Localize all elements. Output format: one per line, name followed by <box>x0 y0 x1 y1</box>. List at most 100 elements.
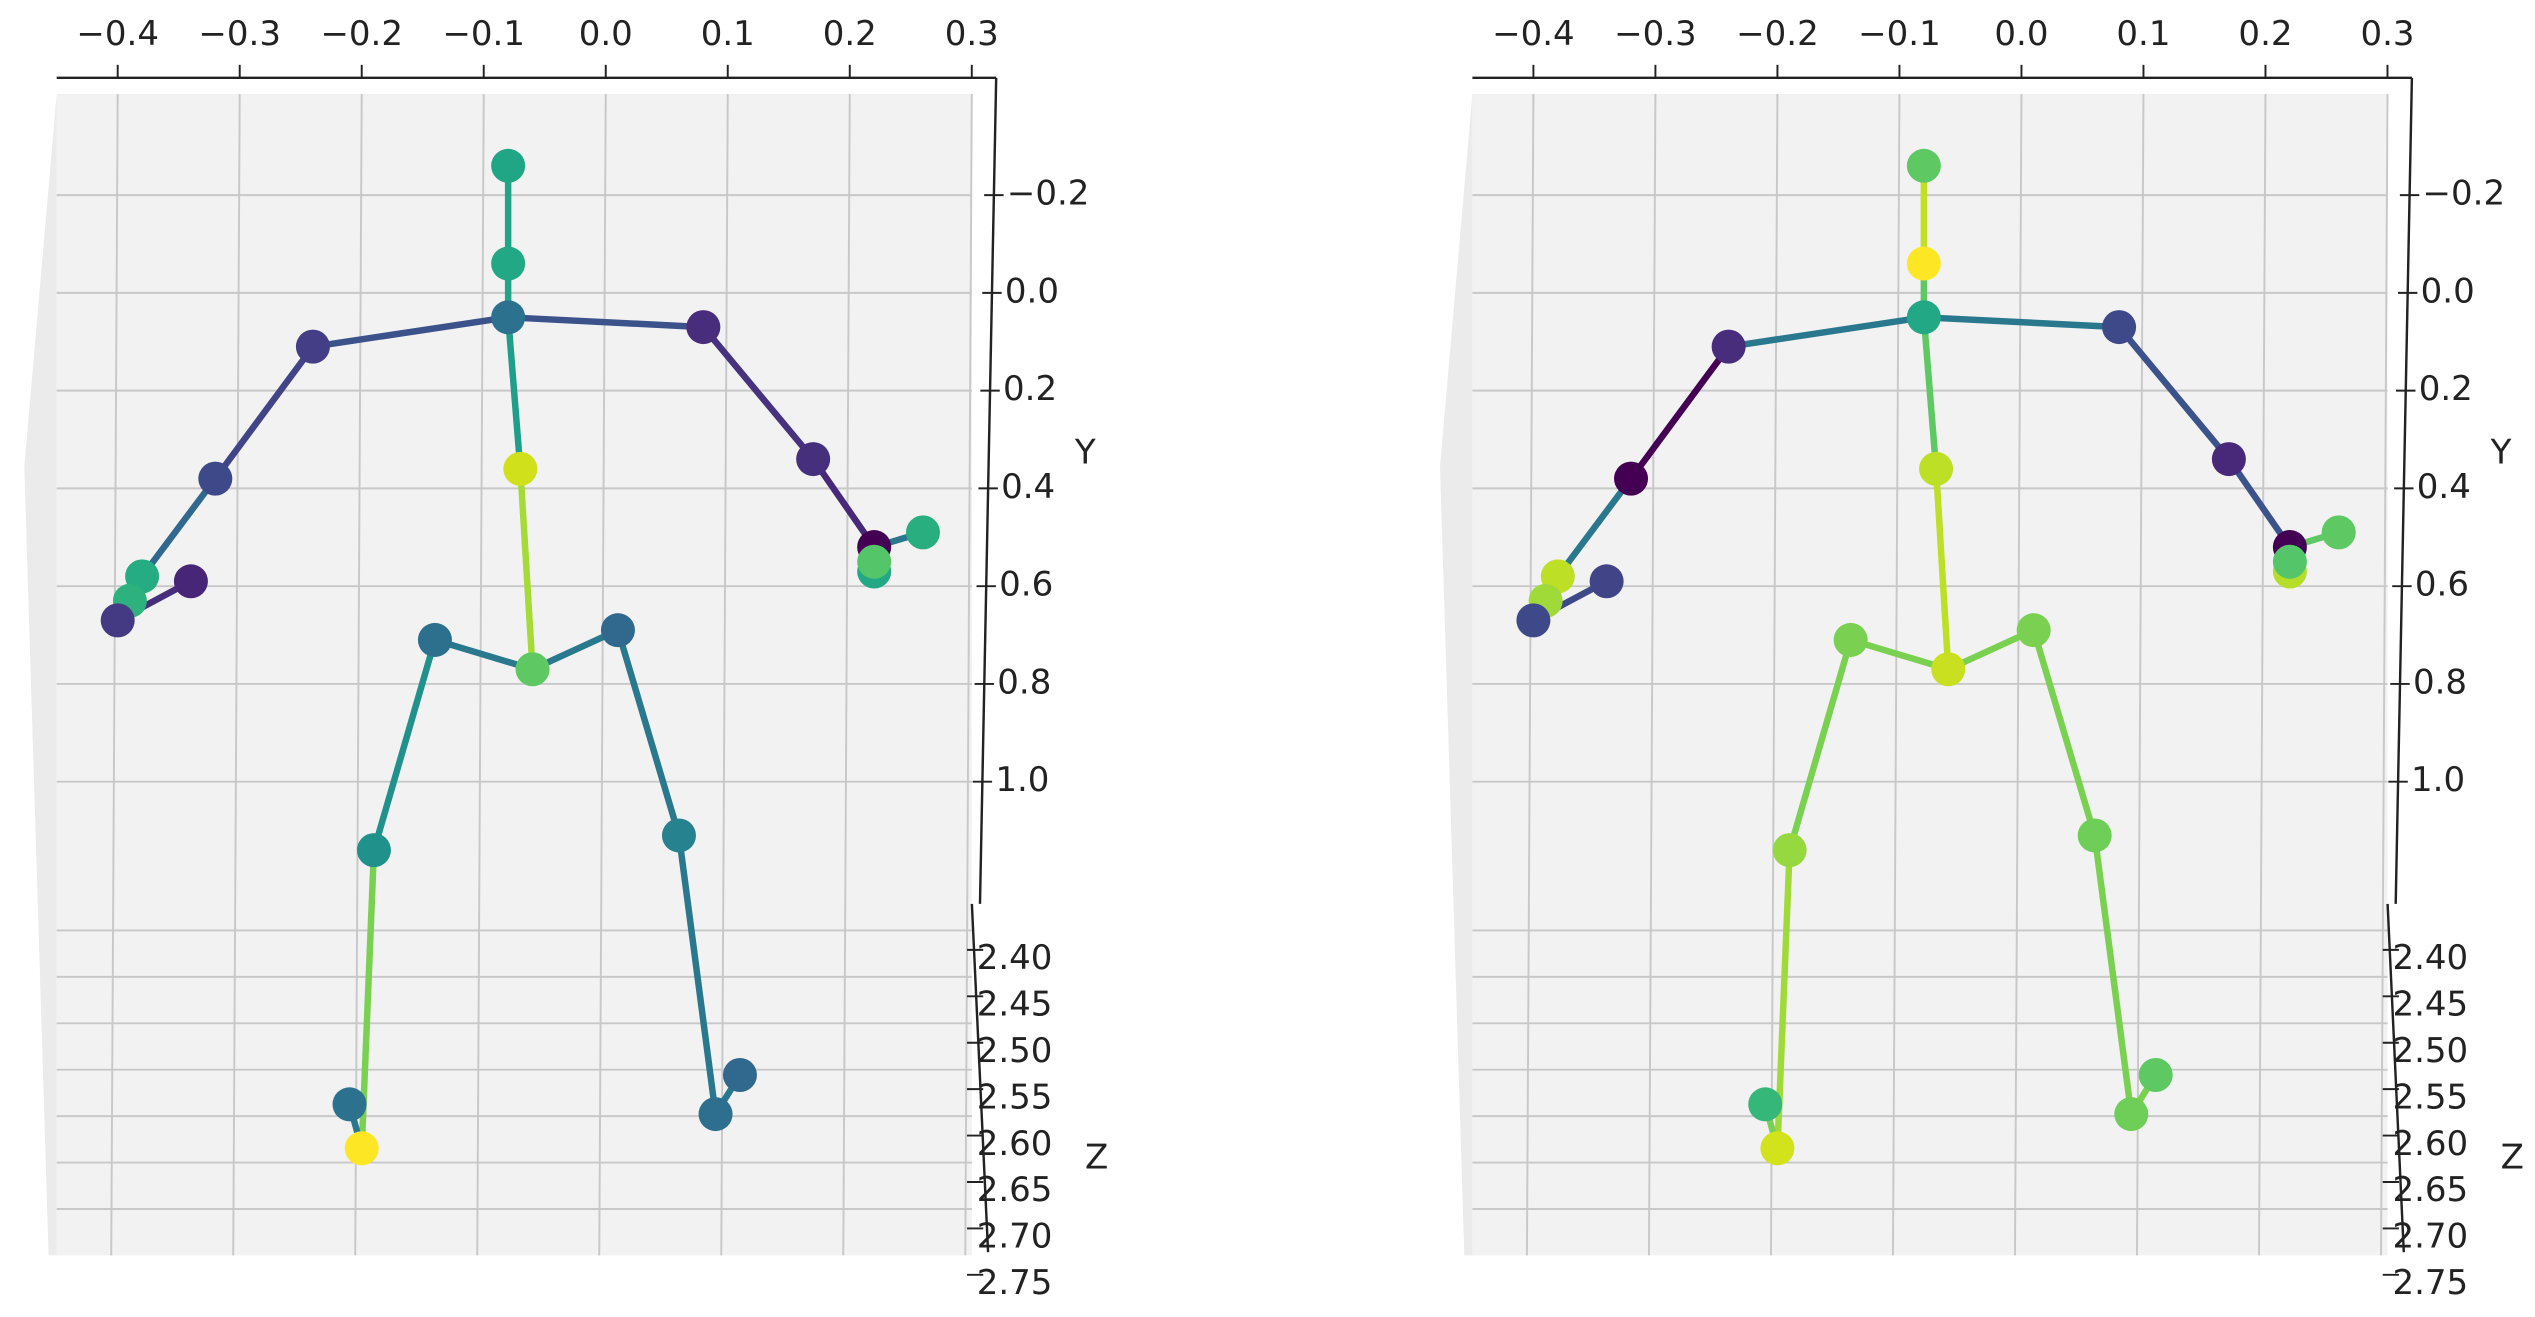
bone <box>1932 465 1952 673</box>
grid-line <box>598 93 607 1256</box>
joint <box>515 652 550 687</box>
bone <box>1920 314 2123 331</box>
y-tick-label: 1.0 <box>2411 760 2465 800</box>
x-tick-label: −0.2 <box>1736 14 1819 54</box>
z-axis-label: Z <box>2501 1138 2524 1178</box>
y-tick-label: −0.2 <box>1007 174 1090 214</box>
joint <box>2272 544 2307 579</box>
y-axis-label: Y <box>1074 433 1096 473</box>
y-tick-label: 0.4 <box>1001 467 1055 507</box>
joint <box>1833 622 1868 657</box>
joint <box>1711 329 1746 364</box>
x-tick-label: −0.2 <box>320 14 403 54</box>
z-axis-label: Z <box>1085 1138 1108 1178</box>
bone <box>1920 314 1940 473</box>
x-tick-label: 0.3 <box>2360 14 2414 54</box>
joint <box>905 515 940 550</box>
joint <box>417 622 452 657</box>
x-tick-label: 0.3 <box>945 14 999 54</box>
y-tick-label: −0.2 <box>2423 174 2506 214</box>
x-tick-label: 0.2 <box>823 14 877 54</box>
y-tick-label: 0.4 <box>2417 467 2471 507</box>
joint <box>1772 833 1807 868</box>
joint <box>2114 1097 2149 1132</box>
y-tick-label: 1.0 <box>995 760 1049 800</box>
joint <box>2102 310 2137 345</box>
z-tick-label: 2.45 <box>977 985 1053 1025</box>
joint <box>1919 451 1954 486</box>
x-tick-label: −0.3 <box>198 14 281 54</box>
x-tick-label: 0.0 <box>1994 14 2048 54</box>
z-tick-label: 2.70 <box>2392 1217 2468 1257</box>
joint <box>686 310 721 345</box>
grid-line <box>2380 93 2389 1256</box>
joint <box>1589 564 1624 599</box>
z-tick-label: 2.55 <box>2392 1077 2468 1117</box>
panel: −0.4 −0.3 −0.2 −0.1 0.0 0.1 0.2 0.3 −0.2 0.0 0.2 0.… <box>24 14 1108 1303</box>
bone <box>614 626 683 839</box>
y-axis <box>2394 77 2414 904</box>
grid-line <box>1891 93 1901 1256</box>
joint <box>1614 461 1649 496</box>
grid-line <box>2136 93 2145 1256</box>
y-tick-label: 0.2 <box>1003 369 1057 409</box>
y-tick-label: 0.2 <box>2419 369 2473 409</box>
side-pane <box>24 93 57 1256</box>
x-tick-label: −0.1 <box>1858 14 1941 54</box>
bone <box>700 323 817 463</box>
joint <box>796 442 831 477</box>
grid-line <box>1647 93 1657 1256</box>
y-tick-label: 0.0 <box>1005 271 1059 311</box>
bone <box>517 465 536 673</box>
joint <box>1748 1087 1783 1122</box>
grid-line <box>476 93 485 1256</box>
joint <box>661 818 696 853</box>
joint <box>491 148 526 183</box>
bone <box>1786 636 1854 854</box>
z-tick-label: 2.40 <box>2392 938 2468 978</box>
y-tick-label: 0.0 <box>2421 271 2475 311</box>
bone <box>2030 626 2098 839</box>
x-tick-label: −0.4 <box>1492 14 1575 54</box>
bone <box>1725 314 1928 350</box>
joint <box>600 613 635 648</box>
x-tick-label: 0.1 <box>2116 14 2170 54</box>
y-axis <box>978 77 998 904</box>
z-tick-label: 2.50 <box>977 1031 1053 1071</box>
z-tick-label: 2.45 <box>2392 985 2468 1025</box>
joint <box>295 329 330 364</box>
joint <box>2211 442 2246 477</box>
bone <box>2091 832 2135 1118</box>
z-tick-label: 2.40 <box>977 938 1053 978</box>
bone <box>809 455 878 551</box>
joint <box>698 1097 733 1132</box>
back-pane <box>1472 93 2388 1256</box>
joint <box>332 1087 367 1122</box>
joint <box>1906 300 1941 335</box>
x-tick-label: −0.3 <box>1614 14 1697 54</box>
y-tick-label: 0.6 <box>999 565 1053 605</box>
joint <box>1760 1131 1795 1166</box>
x-tick-label: 0.0 <box>579 14 633 54</box>
x-tick-label: −0.1 <box>442 14 525 54</box>
bone <box>504 314 524 473</box>
x-tick-label: 0.2 <box>2238 14 2292 54</box>
z-tick-label: 2.55 <box>977 1077 1053 1117</box>
bone <box>675 832 719 1118</box>
joint <box>356 833 391 868</box>
bone <box>309 314 512 350</box>
joint <box>344 1131 379 1166</box>
joint <box>2321 515 2356 550</box>
z-tick-label: 2.60 <box>977 1124 1053 1164</box>
bone <box>212 343 317 482</box>
joint <box>2016 613 2051 648</box>
grid-line <box>964 93 973 1256</box>
joint <box>1516 603 1551 638</box>
back-pane <box>56 93 972 1256</box>
joint <box>503 451 538 486</box>
grid-line <box>110 93 119 1256</box>
bone <box>1554 475 1635 580</box>
bone <box>2115 323 2233 463</box>
joint <box>491 300 526 335</box>
